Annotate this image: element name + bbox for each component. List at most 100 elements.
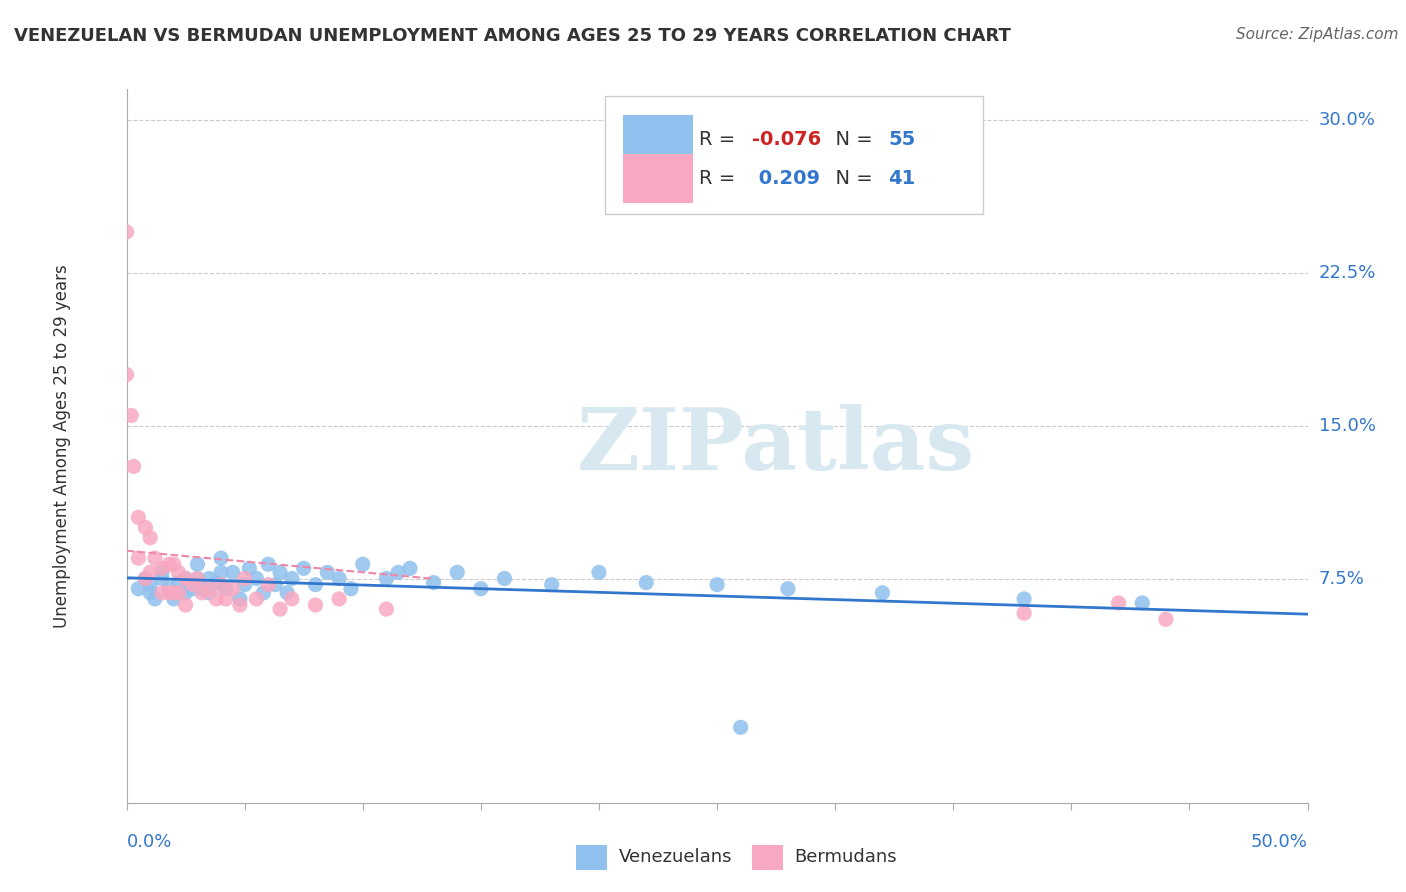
Point <box>134 520 156 534</box>
Point <box>328 572 350 586</box>
Point <box>174 598 197 612</box>
Point <box>304 598 326 612</box>
Point <box>198 586 221 600</box>
Point <box>139 586 162 600</box>
Point <box>150 566 173 580</box>
FancyBboxPatch shape <box>623 154 693 202</box>
Point <box>229 598 252 612</box>
Point <box>167 566 190 580</box>
Text: 22.5%: 22.5% <box>1319 264 1376 282</box>
Point <box>1012 606 1035 620</box>
Point <box>115 225 138 239</box>
Point <box>706 577 728 591</box>
Point <box>191 582 214 596</box>
Text: N =: N = <box>824 129 879 149</box>
Text: 50.0%: 50.0% <box>1251 833 1308 851</box>
Point <box>139 531 162 545</box>
Point <box>215 591 238 606</box>
Text: Venezuelans: Venezuelans <box>619 848 733 866</box>
Text: 7.5%: 7.5% <box>1319 569 1365 588</box>
Point <box>636 575 658 590</box>
Point <box>269 602 291 616</box>
Point <box>167 575 190 590</box>
Point <box>191 586 214 600</box>
Point <box>588 566 610 580</box>
Point <box>1012 591 1035 606</box>
Point <box>143 551 166 566</box>
Point <box>292 561 315 575</box>
Point <box>540 577 562 591</box>
Point <box>205 575 228 590</box>
Point <box>143 591 166 606</box>
Point <box>257 558 280 572</box>
Point <box>174 572 197 586</box>
Point <box>1130 596 1153 610</box>
Point <box>157 558 180 572</box>
Point <box>776 582 799 596</box>
Point <box>399 561 422 575</box>
Text: 0.209: 0.209 <box>752 169 821 188</box>
Point <box>730 720 752 734</box>
Text: R =: R = <box>699 129 742 149</box>
Point <box>304 577 326 591</box>
Point <box>269 566 291 580</box>
Point <box>127 582 149 596</box>
Text: 30.0%: 30.0% <box>1319 111 1375 128</box>
Point <box>387 566 409 580</box>
Point <box>139 566 162 580</box>
Point <box>163 586 186 600</box>
Text: 0.0%: 0.0% <box>127 833 172 851</box>
Point <box>422 575 444 590</box>
Point <box>181 577 204 591</box>
Point <box>229 591 252 606</box>
Point <box>470 582 492 596</box>
Point <box>174 586 197 600</box>
Text: R =: R = <box>699 169 742 188</box>
Point <box>252 586 274 600</box>
Point <box>115 368 138 382</box>
Point <box>1154 612 1177 626</box>
FancyBboxPatch shape <box>605 96 983 214</box>
Point <box>150 561 173 575</box>
Text: VENEZUELAN VS BERMUDAN UNEMPLOYMENT AMONG AGES 25 TO 29 YEARS CORRELATION CHART: VENEZUELAN VS BERMUDAN UNEMPLOYMENT AMON… <box>14 27 1011 45</box>
Point <box>264 577 287 591</box>
Point <box>120 409 142 423</box>
Point <box>139 577 162 591</box>
Point <box>122 459 145 474</box>
Point <box>157 582 180 596</box>
Text: -0.076: -0.076 <box>752 129 821 149</box>
Point <box>257 577 280 591</box>
Point <box>198 582 221 596</box>
Point <box>316 566 339 580</box>
FancyBboxPatch shape <box>623 115 693 163</box>
Point <box>494 572 516 586</box>
Point <box>872 586 894 600</box>
Point <box>186 572 208 586</box>
Text: 55: 55 <box>889 129 915 149</box>
Point <box>127 551 149 566</box>
Point <box>233 572 256 586</box>
Text: N =: N = <box>824 169 879 188</box>
Text: 15.0%: 15.0% <box>1319 417 1375 434</box>
Point <box>150 572 173 586</box>
Text: Bermudans: Bermudans <box>794 848 897 866</box>
Point <box>281 591 304 606</box>
Point <box>222 582 245 596</box>
Point <box>328 591 350 606</box>
Point <box>134 572 156 586</box>
Point <box>134 572 156 586</box>
Point <box>157 586 180 600</box>
Point <box>245 572 267 586</box>
Point <box>174 572 197 586</box>
Point <box>375 572 398 586</box>
Point <box>446 566 468 580</box>
Point <box>167 586 190 600</box>
Point <box>205 591 228 606</box>
Text: Unemployment Among Ages 25 to 29 years: Unemployment Among Ages 25 to 29 years <box>52 264 70 628</box>
Point <box>340 582 363 596</box>
Point <box>233 577 256 591</box>
Text: 41: 41 <box>889 169 915 188</box>
Point <box>163 591 186 606</box>
Point <box>281 572 304 586</box>
Point <box>276 586 298 600</box>
